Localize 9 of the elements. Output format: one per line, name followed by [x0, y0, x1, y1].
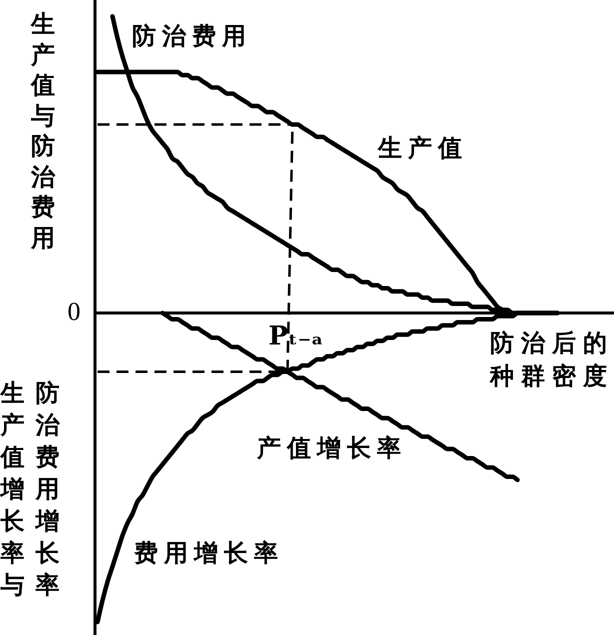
y-axis-title: 生产值与防治费用 [30, 9, 56, 253]
annotation: Pₜ₋ₐ [268, 321, 324, 352]
series-label: 防治费用 [132, 22, 252, 50]
series-label: 费用增长率 [133, 539, 284, 568]
text: 生产值增长率与防治费用增长率 [0, 379, 60, 599]
text: 0 [68, 296, 80, 326]
x-axis-title: 防治后的种群密度 [490, 328, 614, 392]
series-label: 生产值 [377, 134, 468, 162]
series-label: 产值增长率 [256, 434, 407, 462]
